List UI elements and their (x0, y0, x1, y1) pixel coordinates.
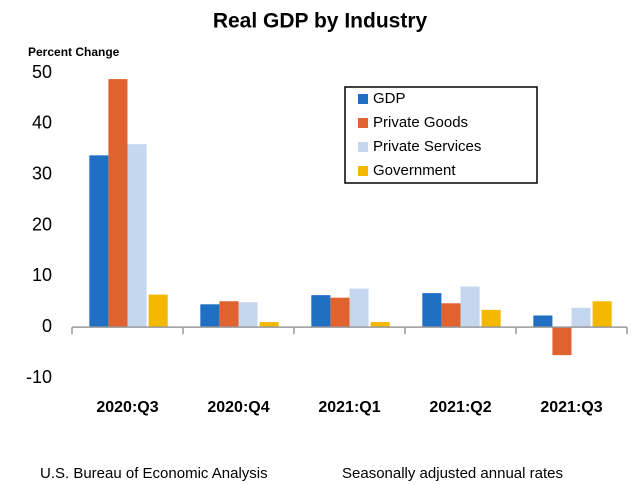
bar (219, 301, 239, 328)
y-tick-label: 20 (32, 214, 52, 234)
source: U.S. Bureau of Economic Analysis (40, 465, 268, 482)
x-tick-label: 2021:Q2 (429, 399, 491, 416)
bar (422, 293, 442, 328)
bar (592, 301, 612, 328)
legend-label: GDP (373, 90, 406, 107)
x-tick-label: 2021:Q3 (540, 399, 602, 416)
legend-swatch (358, 94, 368, 104)
bar (127, 144, 147, 328)
y-tick-label: 10 (32, 265, 52, 285)
legend-swatch (358, 166, 368, 176)
bar (370, 322, 390, 328)
x-tick-label: 2021:Q1 (318, 399, 380, 416)
bar (238, 302, 258, 328)
legend-box (344, 86, 538, 184)
x-tick-label: 2020:Q3 (96, 399, 158, 416)
legend-swatch (358, 142, 368, 152)
y-tick-label: 40 (32, 113, 52, 133)
bar (552, 327, 572, 356)
bar (330, 297, 350, 328)
y-tick-label: -10 (26, 367, 52, 387)
bar (89, 155, 109, 328)
legend-swatch (358, 118, 368, 128)
bar (441, 303, 461, 328)
legend-label: Government (373, 162, 456, 179)
bar (108, 79, 128, 328)
bar (148, 294, 168, 328)
bar (259, 322, 279, 328)
y-axis-label: Percent Change (28, 45, 120, 59)
y-tick-label: 30 (32, 163, 52, 183)
x-tick-label: 2020:Q4 (207, 399, 269, 416)
bar (481, 309, 501, 328)
chart-title: Real GDP by Industry (213, 10, 428, 33)
legend-label: Private Services (373, 138, 481, 155)
bar (349, 288, 369, 328)
bar (533, 315, 553, 328)
y-tick-label: 50 (32, 62, 52, 82)
bar (571, 307, 591, 328)
bar (311, 295, 331, 328)
note: Seasonally adjusted annual rates (342, 465, 563, 482)
y-tick-label: 0 (42, 316, 52, 336)
bar (200, 304, 220, 328)
legend-label: Private Goods (373, 114, 468, 131)
bar (460, 286, 480, 328)
